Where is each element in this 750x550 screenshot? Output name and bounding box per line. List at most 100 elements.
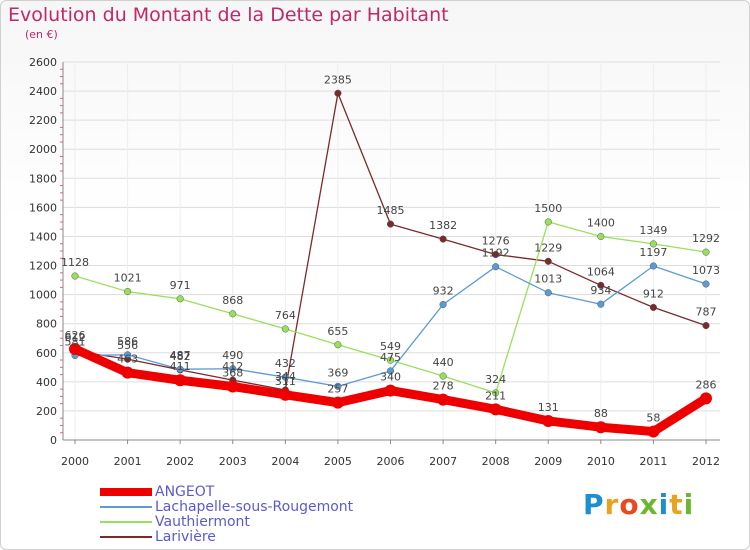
data-label: 340 [380, 371, 401, 384]
chart-title: Evolution du Montant de la Dette par Hab… [8, 4, 449, 26]
data-label: 1292 [692, 232, 720, 245]
data-point [281, 325, 289, 333]
x-tick-label: 2005 [324, 455, 352, 468]
y-tick-label: 0 [50, 434, 57, 447]
x-tick-label: 2003 [219, 455, 247, 468]
data-label: 487 [170, 349, 191, 362]
data-label: 257 [327, 383, 348, 396]
data-point [544, 257, 552, 265]
data-label: 1064 [587, 265, 615, 278]
data-point [647, 425, 660, 438]
data-point [542, 414, 555, 427]
data-point [702, 280, 710, 288]
data-point [597, 281, 605, 289]
x-tick-label: 2001 [114, 455, 142, 468]
legend-swatch [100, 506, 152, 508]
data-point [71, 272, 79, 280]
logo-letter: t [669, 488, 684, 521]
data-label: 411 [170, 360, 191, 373]
data-label: 344 [275, 370, 296, 383]
chart-subtitle: (en €) [25, 28, 58, 41]
x-tick-label: 2000 [61, 455, 89, 468]
data-point [124, 288, 132, 296]
data-point [437, 393, 450, 406]
proxiti-logo[interactable]: Proxiti [583, 488, 694, 521]
logo-letter: o [619, 488, 640, 521]
y-tick-label: 2600 [29, 56, 57, 69]
data-point [124, 351, 132, 359]
data-label: 278 [433, 380, 454, 393]
data-point [69, 342, 81, 355]
data-label: 369 [327, 366, 348, 379]
data-label: 88 [594, 407, 608, 420]
logo-letter: x [639, 488, 659, 521]
data-label: 2385 [324, 73, 352, 86]
data-point [597, 232, 605, 241]
x-tick-label: 2002 [166, 455, 194, 468]
x-tick-label: 2004 [271, 455, 299, 468]
logo-letter: i [658, 488, 670, 521]
legend-swatch [100, 536, 152, 538]
data-point [597, 300, 605, 308]
y-tick-label: 1600 [29, 201, 57, 214]
data-label: 440 [433, 356, 454, 369]
y-tick-label: 400 [36, 376, 57, 389]
data-point [702, 248, 710, 256]
data-label: 1073 [692, 264, 720, 277]
legend-swatch [100, 521, 152, 523]
data-point [492, 263, 500, 271]
data-point [489, 403, 502, 416]
data-label: 1013 [534, 273, 562, 286]
data-label: 1021 [114, 272, 142, 285]
data-point [649, 240, 657, 248]
data-label: 58 [646, 412, 660, 425]
data-point [544, 289, 552, 297]
data-label: 1128 [61, 256, 89, 269]
data-label: 1197 [639, 246, 667, 259]
data-label: 1400 [587, 216, 615, 229]
x-tick-label: 2010 [587, 455, 615, 468]
data-point [439, 300, 447, 309]
data-point [649, 303, 657, 311]
data-label: 432 [275, 357, 296, 370]
y-tick-label: 2200 [29, 114, 57, 127]
y-tick-label: 2400 [29, 85, 57, 98]
data-label: 1229 [534, 241, 562, 254]
x-tick-label: 2006 [377, 455, 405, 468]
data-label: 1276 [482, 234, 510, 247]
data-label: 586 [117, 335, 138, 348]
x-tick-label: 2008 [482, 455, 510, 468]
data-label: 612 [65, 331, 86, 344]
data-point [229, 310, 237, 318]
x-tick-label: 2012 [692, 455, 720, 468]
legend-label: Vauthiermont [155, 514, 250, 530]
data-label: 764 [275, 309, 296, 322]
data-point [492, 250, 500, 259]
data-label: 934 [590, 284, 611, 297]
legend-label: Lachapelle-sous-Rougemont [155, 499, 354, 515]
data-label: 412 [222, 360, 243, 373]
data-label: 311 [275, 375, 296, 388]
data-point [331, 396, 344, 409]
legend-label: ANGEOT [155, 484, 215, 500]
data-point [649, 262, 657, 270]
data-label: 286 [696, 378, 717, 391]
data-label: 368 [222, 366, 243, 379]
data-point [279, 388, 292, 401]
legend-swatch [100, 488, 152, 496]
data-label: 912 [643, 287, 664, 300]
data-label: 324 [485, 373, 506, 386]
data-point [594, 421, 607, 434]
y-tick-label: 1000 [29, 289, 57, 302]
data-point [334, 89, 342, 97]
data-label: 490 [222, 349, 243, 362]
data-label: 868 [222, 294, 243, 307]
data-point [226, 380, 239, 393]
y-tick-label: 1200 [29, 260, 57, 273]
data-point [386, 367, 395, 375]
data-point [386, 356, 395, 364]
data-point [700, 392, 712, 405]
data-label: 131 [538, 401, 559, 414]
